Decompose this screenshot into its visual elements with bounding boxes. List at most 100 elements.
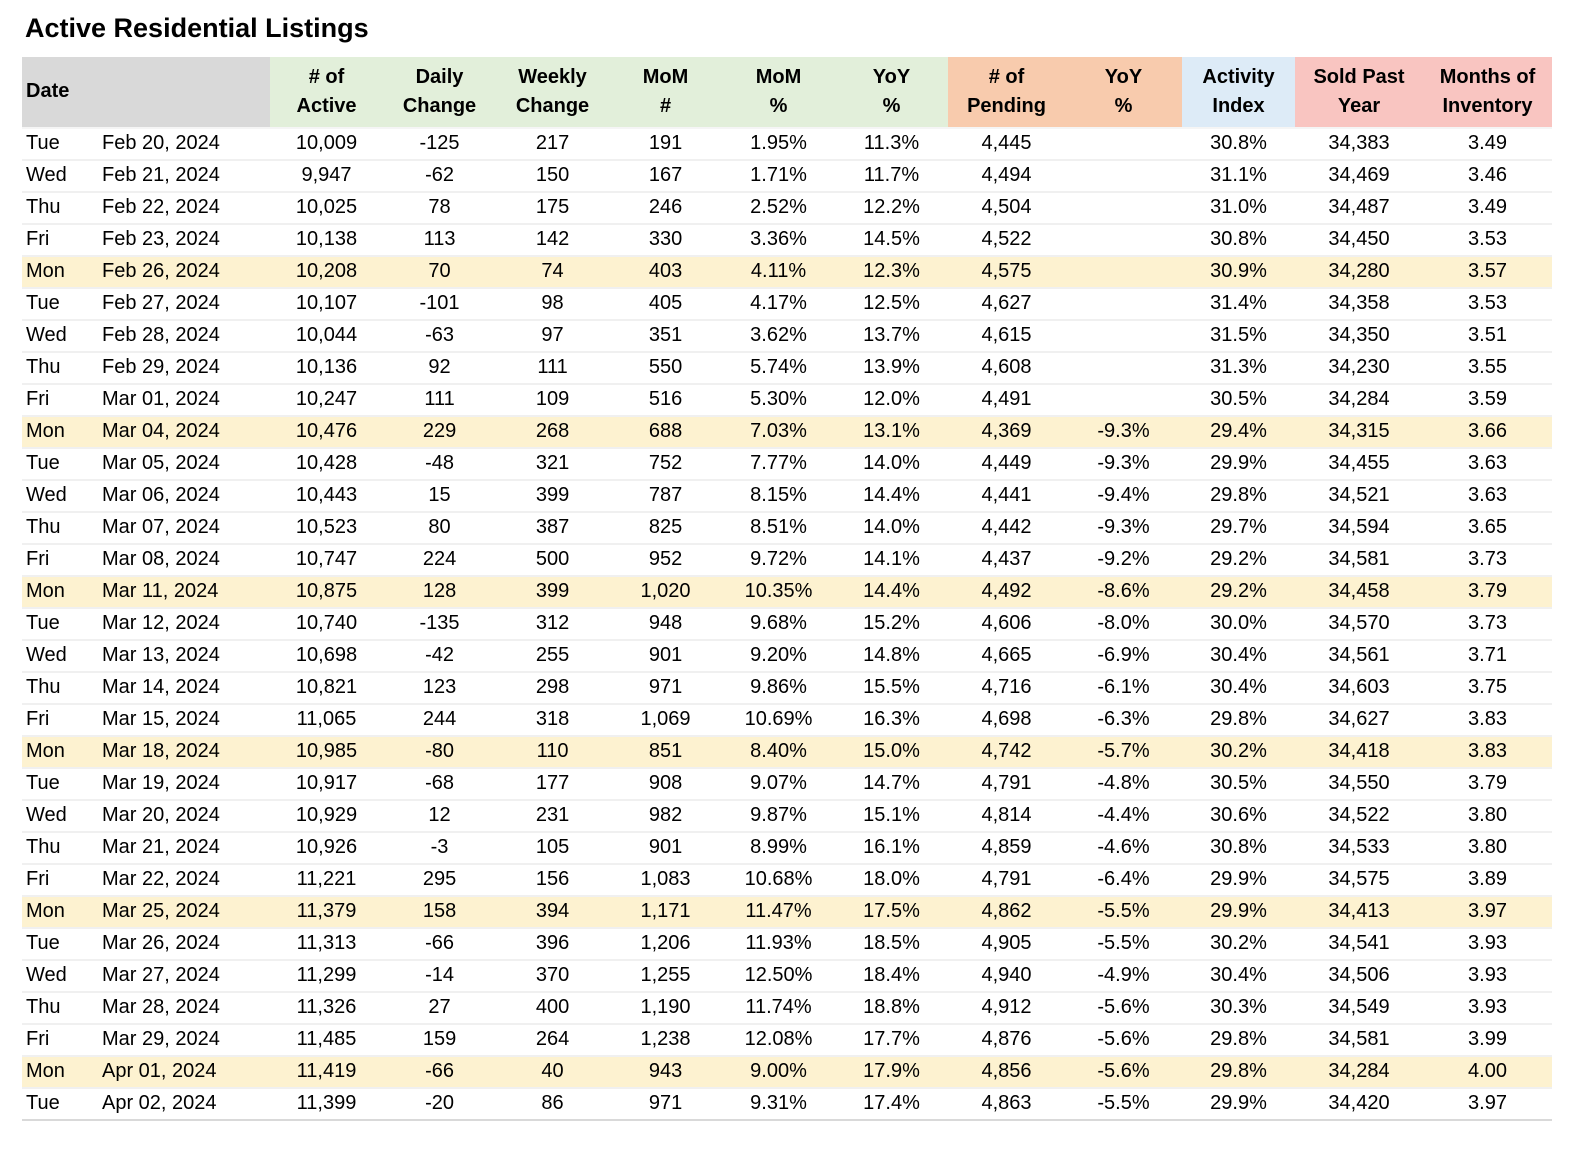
cell-value-2: 156: [535, 868, 570, 891]
cell-value-7: -8.0%: [1097, 612, 1150, 635]
cell-value-10: 3.59: [1468, 388, 1507, 411]
column-header-3: MoM #: [609, 56, 723, 128]
cell-value-8: 29.8%: [1210, 1060, 1267, 1083]
cell-value-5: 11.7%: [863, 164, 920, 187]
cell-date: Mar 28, 2024: [102, 996, 220, 1019]
cell-date: Feb 21, 2024: [102, 164, 220, 187]
cell-value-4: 7.77%: [750, 452, 807, 475]
table-row: Fri Mar 01, 2024 10,247 111 109 516 5.30% 12.0%…: [22, 383, 1553, 416]
table-row: Mon Feb 26, 2024 10,208 70 74 403 4.11% 12.3% 4,…: [22, 255, 1553, 288]
cell-value-7: [1065, 352, 1182, 384]
cell-value-6: 4,615: [981, 324, 1032, 347]
cell-value-3: 1,083: [640, 868, 691, 891]
cell-value-2: 105: [535, 836, 570, 859]
cell-value-7: [1065, 224, 1182, 256]
cell-value-7: -6.1%: [1097, 676, 1150, 699]
cell-weekday: Mon: [26, 260, 65, 283]
cell-value-9: 34,570: [1328, 612, 1390, 635]
cell-value-5: 18.0%: [863, 868, 920, 891]
cell-weekday: Wed: [26, 324, 67, 347]
table-row: Mon Mar 25, 2024 11,379 158 394 1,171 11.47% 17…: [22, 895, 1553, 928]
cell-value-6: 4,856: [981, 1060, 1032, 1083]
cell-value-3: 787: [648, 484, 683, 507]
table-row: Fri Feb 23, 2024 10,138 113 142 330 3.36% 14.5%…: [22, 223, 1553, 256]
cell-value-1: -20: [425, 1092, 454, 1115]
table-row: Tue Feb 20, 2024 10,009 -125 217 191 1.95% 11.3…: [22, 127, 1553, 160]
cell-value-8: 29.9%: [1210, 868, 1267, 891]
cell-weekday: Fri: [26, 228, 50, 251]
cell-value-6: 4,494: [981, 164, 1032, 187]
table-row: Tue Mar 12, 2024 10,740 -135 312 948 9.68% 15.2…: [22, 607, 1553, 640]
cell-value-8: 31.0%: [1210, 196, 1267, 219]
cell-value-9: 34,581: [1328, 1028, 1390, 1051]
cell-value-1: 12: [428, 804, 451, 827]
cell-value-8: 30.3%: [1210, 996, 1267, 1019]
cell-value-4: 12.08%: [744, 1028, 813, 1051]
cell-value-4: 11.74%: [745, 996, 812, 1019]
cell-value-5: 14.1%: [863, 548, 920, 571]
cell-value-0: 10,136: [295, 356, 358, 379]
cell-value-9: 34,450: [1328, 228, 1390, 251]
cell-value-10: 3.73: [1468, 548, 1507, 571]
cell-value-2: 394: [535, 900, 570, 923]
cell-date: Mar 29, 2024: [102, 1028, 220, 1051]
cell-value-0: 10,821: [295, 676, 358, 699]
cell-weekday: Wed: [26, 164, 67, 187]
cell-value-7: -9.3%: [1097, 516, 1150, 539]
cell-value-9: 34,522: [1328, 804, 1390, 827]
cell-value-4: 9.07%: [750, 772, 807, 795]
cell-value-9: 34,280: [1328, 260, 1390, 283]
cell-value-1: 111: [424, 388, 455, 411]
cell-value-2: 98: [541, 292, 564, 315]
cell-weekday: Thu: [26, 516, 61, 539]
cell-value-10: 3.83: [1468, 708, 1507, 731]
cell-value-7: -5.5%: [1097, 932, 1150, 955]
cell-date: Mar 22, 2024: [102, 868, 220, 891]
cell-value-4: 4.11%: [750, 260, 807, 283]
cell-value-5: 17.5%: [863, 900, 920, 923]
cell-value-4: 9.87%: [750, 804, 807, 827]
cell-value-8: 30.2%: [1210, 932, 1267, 955]
cell-value-4: 8.15%: [750, 484, 807, 507]
column-header-6: # of Pending: [948, 56, 1066, 128]
cell-value-0: 11,379: [296, 900, 357, 923]
cell-date: Mar 05, 2024: [102, 452, 220, 475]
cell-value-10: 3.83: [1468, 740, 1507, 763]
table-row: Tue Feb 27, 2024 10,107 -101 98 405 4.17% 12.5%…: [22, 287, 1553, 320]
cell-date: Mar 20, 2024: [102, 804, 220, 827]
column-header-0: # of Active: [270, 56, 384, 128]
cell-value-4: 8.40%: [750, 740, 807, 763]
cell-value-1: -42: [425, 644, 454, 667]
cell-value-5: 18.4%: [863, 964, 920, 987]
cell-value-5: 17.9%: [863, 1060, 920, 1083]
header-row: Date # of Active Daily Change Weekly Change Mo…: [22, 56, 1553, 128]
cell-value-6: 4,863: [981, 1092, 1032, 1115]
cell-value-1: -62: [425, 164, 454, 187]
cell-value-2: 150: [535, 164, 570, 187]
cell-value-0: 10,875: [295, 580, 358, 603]
cell-value-9: 34,487: [1328, 196, 1390, 219]
cell-value-0: 10,044: [295, 324, 358, 347]
table-row: Wed Mar 27, 2024 11,299 -14 370 1,255 12.50% 18…: [22, 959, 1553, 992]
cell-value-9: 34,594: [1328, 516, 1390, 539]
cell-value-4: 9.00%: [750, 1060, 807, 1083]
cell-value-4: 9.86%: [750, 676, 807, 699]
cell-value-3: 948: [648, 612, 683, 635]
cell-value-6: 4,912: [981, 996, 1032, 1019]
cell-date: Mar 08, 2024: [102, 548, 220, 571]
cell-value-7: [1065, 384, 1182, 416]
cell-value-5: 18.8%: [863, 996, 920, 1019]
cell-value-7: -9.4%: [1097, 484, 1150, 507]
cell-value-3: 403: [648, 260, 683, 283]
cell-value-10: 3.51: [1468, 324, 1507, 347]
cell-value-8: 29.9%: [1210, 452, 1267, 475]
cell-value-2: 399: [535, 484, 570, 507]
cell-value-10: 3.89: [1468, 868, 1507, 891]
table-row: Fri Mar 08, 2024 10,747 224 500 952 9.72% 14.1%…: [22, 543, 1553, 576]
cell-value-0: 10,740: [295, 612, 358, 635]
page-title: Active Residential Listings: [25, 13, 369, 43]
cell-value-3: 191: [648, 132, 683, 155]
cell-value-1: 27: [428, 996, 451, 1019]
cell-weekday: Fri: [26, 708, 50, 731]
